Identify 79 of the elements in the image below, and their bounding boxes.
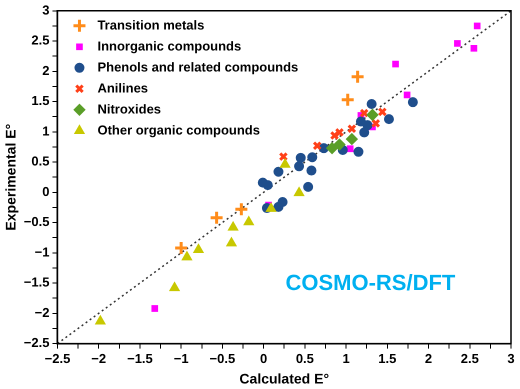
y-tick-label: −2 bbox=[34, 304, 50, 320]
point bbox=[209, 210, 224, 226]
point bbox=[244, 216, 254, 226]
point bbox=[280, 158, 290, 168]
point bbox=[392, 60, 399, 68]
x-tick-label: 0 bbox=[260, 350, 268, 366]
legend-label: Nitroxides bbox=[97, 101, 162, 116]
point bbox=[350, 69, 366, 84]
x-tick-label: −1 bbox=[174, 350, 189, 366]
point bbox=[294, 186, 304, 196]
point bbox=[294, 161, 304, 172]
x-tick-label: −2 bbox=[91, 350, 106, 366]
legend-label: Innorganic compounds bbox=[97, 38, 242, 54]
point bbox=[95, 315, 106, 324]
point bbox=[384, 114, 394, 124]
point bbox=[366, 98, 377, 109]
x-tick-label: 2.5 bbox=[460, 350, 479, 366]
point bbox=[360, 108, 369, 118]
point bbox=[273, 202, 284, 212]
x-tick-label: 2 bbox=[424, 350, 432, 366]
point bbox=[306, 166, 316, 176]
y-axis-title: Experimental E° bbox=[2, 124, 18, 231]
y-tick-label: 1 bbox=[42, 123, 50, 138]
point bbox=[326, 142, 338, 154]
legend-label: Other organic compounds bbox=[97, 122, 260, 138]
point bbox=[371, 118, 380, 128]
point bbox=[296, 152, 306, 163]
y-tick-label: 3 bbox=[42, 2, 50, 18]
point bbox=[174, 240, 189, 256]
x-tick-label: 0.5 bbox=[296, 350, 314, 366]
x-tick-label: 1 bbox=[342, 350, 350, 366]
point bbox=[378, 107, 388, 117]
point bbox=[408, 97, 418, 108]
point bbox=[278, 152, 288, 162]
point bbox=[262, 180, 273, 190]
point bbox=[169, 282, 180, 292]
point bbox=[182, 251, 192, 260]
point bbox=[312, 141, 322, 150]
point bbox=[353, 146, 364, 157]
x-tick-label: 1.5 bbox=[378, 350, 396, 366]
y-tick-label: 0.5 bbox=[31, 154, 50, 169]
y-tick-label: −1 bbox=[34, 244, 50, 260]
point bbox=[273, 166, 284, 177]
point bbox=[226, 237, 237, 246]
point bbox=[234, 202, 249, 217]
point bbox=[334, 128, 344, 138]
x-tick-label: −0.5 bbox=[210, 350, 236, 366]
point bbox=[228, 221, 238, 231]
y-tick-label: 2 bbox=[42, 62, 50, 78]
point bbox=[346, 145, 354, 152]
point bbox=[454, 40, 461, 47]
point bbox=[330, 130, 340, 140]
x-tick-label: 3 bbox=[507, 350, 515, 366]
point bbox=[474, 22, 481, 30]
y-tick-label: −0.5 bbox=[24, 214, 50, 230]
point bbox=[366, 108, 378, 121]
point bbox=[151, 305, 158, 312]
point bbox=[404, 92, 410, 98]
legend-label: Transition metals bbox=[97, 17, 204, 32]
y-tick-label: 1.5 bbox=[31, 93, 50, 108]
y-tick-label: −1.5 bbox=[24, 274, 50, 290]
point bbox=[303, 182, 314, 192]
point bbox=[346, 133, 358, 146]
y-tick-label: 2.5 bbox=[31, 32, 50, 48]
x-axis-title: Calculated E° bbox=[239, 370, 330, 386]
point bbox=[307, 152, 318, 162]
point bbox=[266, 202, 276, 212]
point bbox=[470, 44, 478, 52]
legend-label: Anilines bbox=[97, 80, 148, 96]
point bbox=[333, 138, 346, 151]
point bbox=[193, 244, 204, 254]
y-tick-label: 0 bbox=[42, 184, 50, 199]
point bbox=[359, 127, 370, 138]
point bbox=[347, 124, 357, 134]
annotation: COSMO-RS/DFT bbox=[285, 270, 456, 295]
x-tick-label: −1.5 bbox=[127, 350, 153, 366]
y-tick-label: −2.5 bbox=[24, 335, 50, 350]
legend-label: Phenols and related compounds bbox=[97, 59, 298, 74]
point bbox=[340, 92, 356, 108]
